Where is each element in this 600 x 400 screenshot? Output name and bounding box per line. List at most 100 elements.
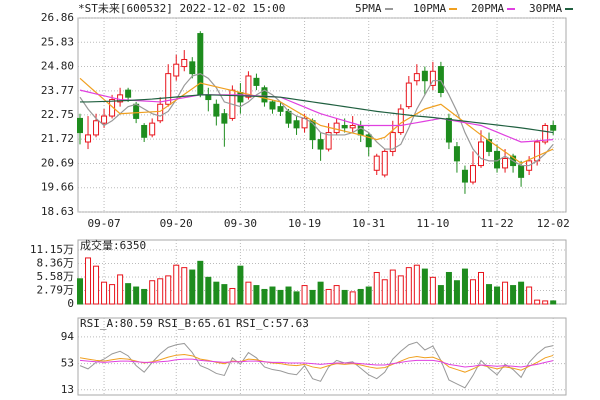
candle-body (165, 73, 172, 105)
volume-bar (445, 271, 452, 305)
ma-line (79, 72, 554, 167)
volume-bar (285, 286, 292, 305)
candle-body (173, 63, 180, 77)
candle-body (205, 94, 212, 101)
volume-bar (125, 283, 132, 305)
volume-bar (93, 265, 100, 305)
candle-body (461, 169, 468, 183)
y-tick-label: 0 (67, 297, 74, 310)
candle-body (357, 124, 364, 136)
volume-bar (397, 275, 404, 305)
candle-body (534, 141, 541, 162)
candle-body (149, 122, 156, 136)
volume-bar (77, 278, 83, 305)
y-tick-label: 24.80 (41, 60, 74, 73)
volume-bar (357, 288, 364, 305)
volume-bar (301, 285, 308, 305)
y-tick-label: 20.69 (41, 156, 74, 169)
volume-bar (478, 271, 484, 305)
volume-bar (389, 269, 396, 305)
volume-bar (101, 281, 108, 305)
candle-body (333, 122, 340, 134)
volume-bar (526, 286, 533, 305)
candle-body (317, 139, 324, 150)
candle-body (261, 87, 268, 103)
candle-body (397, 108, 404, 134)
volume-bar (173, 264, 180, 305)
volume-bar (205, 276, 212, 305)
volume-bar (486, 284, 493, 305)
y-tick-label: 53 (61, 357, 74, 370)
volume-bar (189, 269, 196, 305)
candle-body (277, 106, 284, 112)
candle-body (125, 89, 132, 98)
volume-bar (197, 260, 204, 305)
volume-bar (181, 267, 188, 305)
y-tick-label: 2.79万 (37, 283, 75, 296)
candle-body (189, 61, 196, 75)
y-tick-label: 5.58万 (37, 270, 75, 283)
candle-body (269, 101, 276, 110)
candle-body (365, 134, 372, 148)
volume-bar (373, 271, 380, 305)
volume-bar (253, 285, 260, 305)
volume-bar (437, 285, 444, 305)
candle-body (429, 70, 436, 86)
volume-label: 成交量:6350 (80, 238, 146, 252)
candle-body (502, 157, 509, 169)
volume-bar (542, 300, 549, 305)
volume-bar (141, 288, 148, 305)
y-tick-label: 23.77 (41, 84, 74, 97)
x-tick-label: 12-02 (537, 217, 570, 230)
candle-body (293, 120, 300, 129)
volume-bar (261, 288, 268, 305)
x-tick-label: 11-10 (416, 217, 449, 230)
volume-bar (453, 280, 460, 305)
volume-bar (518, 281, 525, 305)
volume-bar (157, 278, 164, 305)
candle-body (518, 165, 525, 178)
volume-bar (534, 299, 541, 305)
volume-bar (510, 285, 517, 305)
volume-bar (109, 284, 116, 305)
volume-bar (381, 279, 388, 305)
volume-bar (325, 288, 332, 305)
candle-body (213, 103, 220, 117)
volume-bar (213, 281, 220, 305)
x-tick-label: 10-31 (352, 217, 385, 230)
volume-bar (245, 281, 252, 305)
candle-body (542, 124, 549, 143)
volume-bar (461, 268, 468, 305)
candle-body (77, 117, 83, 134)
candle-body (550, 124, 557, 131)
volume-bar (149, 280, 156, 305)
volume-bar (85, 257, 92, 305)
candle-body (478, 141, 484, 167)
ma-line (79, 89, 554, 143)
volume-bar (277, 289, 284, 305)
candle-body (437, 66, 444, 93)
volume-bar (317, 281, 324, 305)
candle-body (405, 82, 412, 108)
volume-bar (133, 286, 140, 305)
legend-label: 10PMA (413, 2, 446, 15)
candle-body (133, 103, 140, 119)
volume-bar (405, 267, 412, 305)
legend-label: RSI_C:57.63 (236, 317, 309, 330)
volume-bar (117, 274, 124, 305)
candle-body (181, 58, 188, 68)
candle-body (413, 73, 420, 82)
candle-body (157, 103, 164, 122)
volume-bar (469, 279, 476, 305)
candle-body (245, 75, 252, 98)
volume-bar (494, 286, 501, 305)
candle-body (325, 132, 332, 150)
ma-line (79, 77, 554, 164)
x-tick-label: 09-07 (87, 217, 120, 230)
candle-body (453, 146, 460, 162)
y-tick-label: 22.75 (41, 108, 74, 121)
candle-body (389, 132, 396, 152)
volume-bar (502, 281, 509, 305)
x-tick-label: 09-20 (160, 217, 193, 230)
rsi-line (79, 354, 554, 373)
